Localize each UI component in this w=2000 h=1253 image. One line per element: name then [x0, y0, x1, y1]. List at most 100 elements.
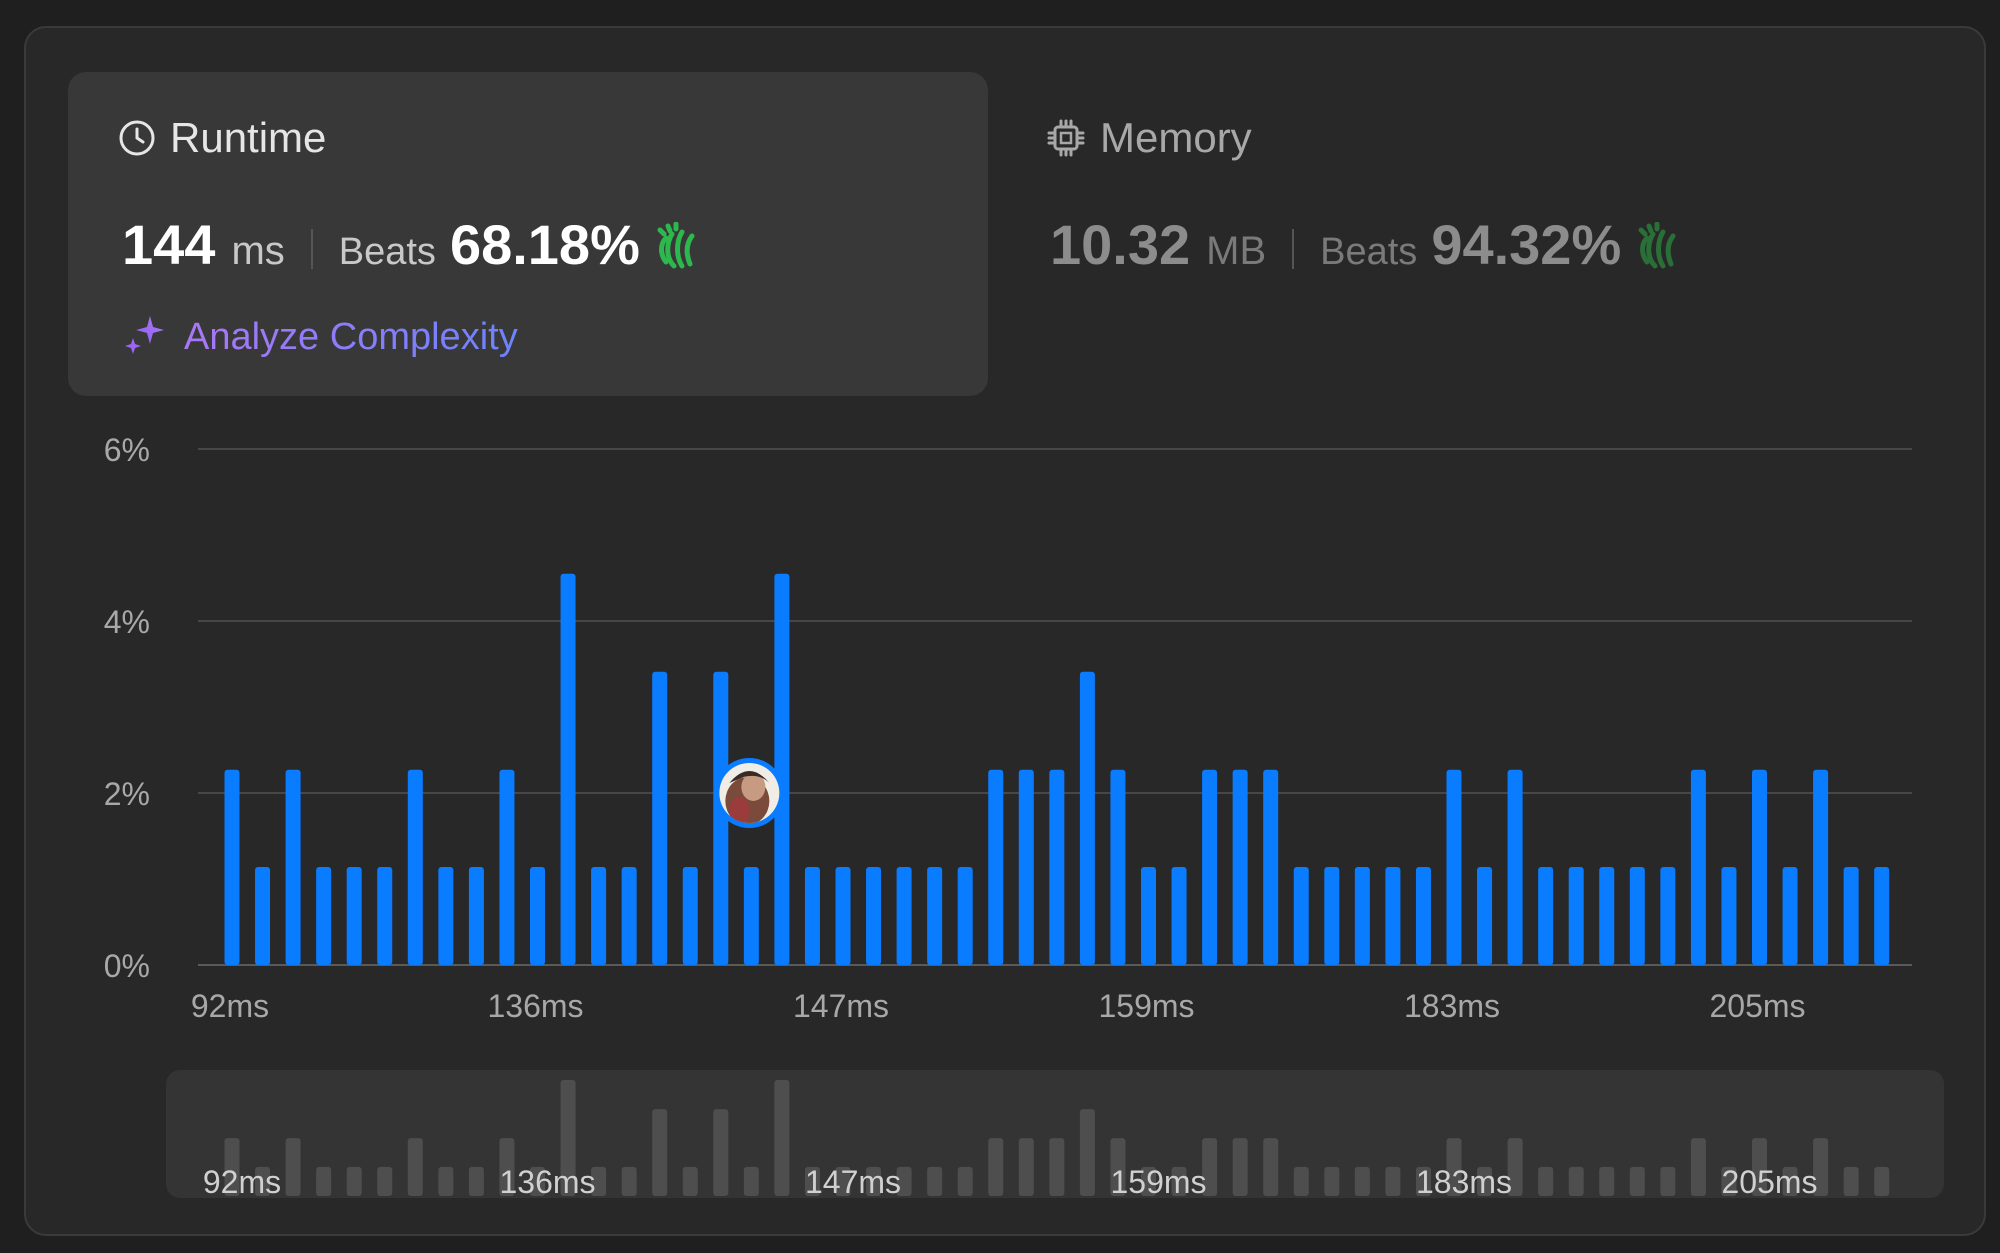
analyze-complexity-link[interactable]: Analyze Complexity [122, 312, 518, 363]
bar[interactable] [438, 866, 454, 965]
memory-card[interactable]: Memory 10.32 MB Beats 94.32% [1026, 72, 1906, 396]
bar[interactable] [1171, 866, 1187, 965]
bar[interactable] [1538, 866, 1554, 965]
navigator-bar [224, 1138, 240, 1196]
bar[interactable] [1599, 866, 1615, 965]
bar[interactable] [1629, 866, 1645, 965]
bar[interactable] [530, 866, 545, 965]
navigator-bar [1752, 1138, 1767, 1196]
bar[interactable] [224, 769, 240, 965]
chip-icon [1046, 118, 1086, 158]
memory-unit: MB [1206, 229, 1267, 273]
bar[interactable] [1293, 866, 1309, 965]
bar[interactable] [1079, 671, 1095, 965]
bar[interactable] [1752, 769, 1767, 965]
bar[interactable] [866, 866, 882, 965]
runtime-card[interactable]: Runtime 144 ms Beats 68.18% [68, 72, 988, 396]
bar[interactable] [1690, 769, 1706, 965]
bar[interactable] [1415, 866, 1431, 965]
avatar-marker[interactable] [714, 758, 785, 828]
bar[interactable] [1354, 866, 1370, 965]
navigator-bar [713, 1109, 729, 1196]
bar[interactable] [1660, 866, 1676, 965]
bar[interactable] [1049, 769, 1065, 965]
divider [1292, 228, 1295, 269]
navigator-bar [1018, 1138, 1034, 1196]
runtime-beats-pct: 68.18% [449, 213, 640, 276]
range-navigator[interactable]: 92ms 136ms 147ms 159ms 183ms 205ms [166, 1070, 1944, 1200]
clock-icon [118, 119, 156, 157]
bar[interactable] [804, 866, 820, 965]
bar[interactable] [621, 866, 637, 965]
bar[interactable] [591, 866, 607, 965]
bar[interactable] [255, 866, 271, 965]
bar[interactable] [652, 671, 668, 965]
bar[interactable] [682, 866, 698, 965]
bar[interactable] [988, 769, 1004, 965]
bar[interactable] [1813, 769, 1829, 965]
sparkle-icon [122, 312, 168, 363]
runtime-title: Runtime [118, 114, 326, 162]
bar[interactable] [743, 866, 759, 965]
navigator-bar [1263, 1138, 1279, 1196]
navigator-bar [377, 1166, 393, 1196]
navigator-tick-label: 159ms [1110, 1164, 1206, 1200]
bar[interactable] [1202, 769, 1218, 965]
navigator-track[interactable] [166, 1070, 1944, 1198]
bar[interactable] [957, 866, 973, 965]
bar[interactable] [1385, 866, 1401, 965]
bar[interactable] [1263, 769, 1279, 965]
bar[interactable] [1874, 866, 1890, 965]
bar[interactable] [835, 866, 851, 965]
bar[interactable] [499, 769, 515, 965]
bar[interactable] [407, 769, 423, 965]
bar[interactable] [560, 573, 576, 965]
bar[interactable] [1721, 866, 1737, 965]
navigator-bar [1446, 1138, 1462, 1196]
bar[interactable] [1232, 769, 1248, 965]
bar[interactable] [1507, 769, 1523, 965]
bar[interactable] [1843, 866, 1859, 965]
navigator-bar [1599, 1166, 1615, 1196]
runtime-beats-label: Beats [338, 231, 436, 273]
bar[interactable] [896, 866, 912, 965]
memory-stats: 10.32 MB Beats 94.32% [1050, 212, 1685, 277]
navigator-bar [1110, 1138, 1126, 1196]
navigator-bar [1141, 1166, 1156, 1196]
bar[interactable] [1446, 769, 1462, 965]
bar[interactable] [316, 866, 332, 965]
memory-title-label: Memory [1100, 114, 1252, 161]
x-tick-label: 136ms [487, 988, 583, 1024]
navigator-bar [804, 1166, 820, 1196]
bar[interactable] [1141, 866, 1156, 965]
bar[interactable] [927, 866, 943, 965]
bar[interactable] [774, 573, 790, 965]
navigator-bar [1202, 1138, 1218, 1196]
bar[interactable] [1018, 769, 1034, 965]
navigator-bar [1813, 1138, 1829, 1196]
navigator-bar [682, 1166, 698, 1196]
navigator-bar [927, 1166, 943, 1196]
navigator-bar [255, 1166, 271, 1196]
chart-bars [224, 573, 1890, 965]
bar[interactable] [468, 866, 484, 965]
bar[interactable] [713, 671, 729, 965]
bar[interactable] [285, 769, 301, 965]
navigator-bar [1568, 1166, 1584, 1196]
avatar[interactable] [714, 758, 785, 828]
memory-title: Memory [1046, 114, 1252, 162]
bar[interactable] [1324, 866, 1340, 965]
navigator-tick-label: 92ms [203, 1164, 281, 1200]
bar[interactable] [377, 866, 393, 965]
bar[interactable] [1782, 866, 1798, 965]
bar[interactable] [1110, 769, 1126, 965]
bar[interactable] [1568, 866, 1584, 965]
bar[interactable] [346, 866, 362, 965]
navigator-bar [346, 1166, 362, 1196]
bar[interactable] [1477, 866, 1493, 965]
navigator-bar [1232, 1138, 1248, 1196]
x-tick-label: 92ms [191, 988, 269, 1024]
navigator-bar [530, 1166, 545, 1196]
result-panel: Runtime 144 ms Beats 68.18% [24, 26, 1986, 1236]
